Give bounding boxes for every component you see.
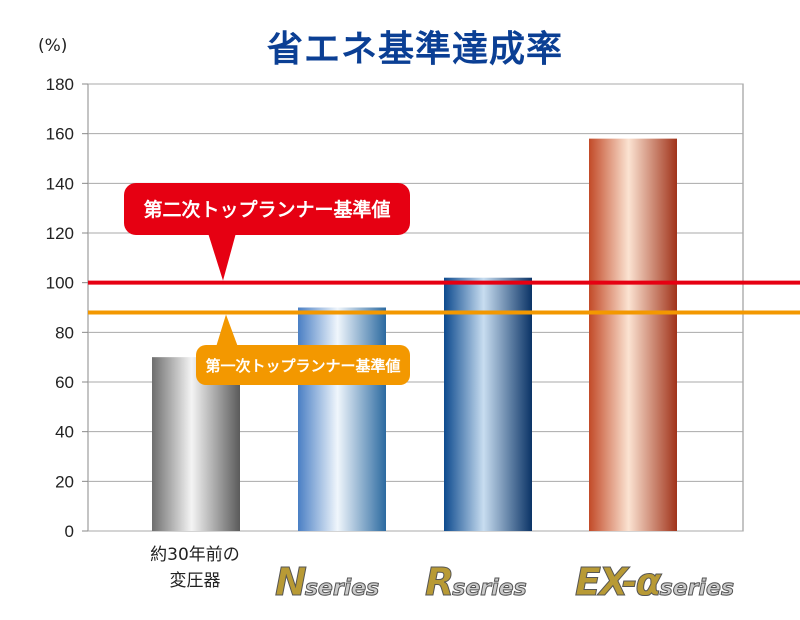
y-tick-label: 40: [55, 423, 74, 442]
callout-second-top-runner: 第二次トップランナー基準値: [124, 183, 410, 281]
bar-4: [589, 138, 677, 531]
bar-3: [444, 277, 532, 531]
series-suffix: series: [659, 576, 735, 602]
r-series-logo: R: [424, 560, 454, 605]
series-suffix: series: [304, 576, 380, 602]
category-label-line1: 約30年前の: [150, 545, 240, 565]
callout-label: 第二次トップランナー基準値: [143, 198, 390, 221]
n-series-logo: N: [275, 560, 308, 605]
bar-1: [152, 357, 240, 531]
series-suffix: series: [452, 576, 527, 602]
y-tick-label: 20: [55, 472, 74, 491]
y-tick-label: 60: [55, 373, 74, 392]
y-tick-label: 160: [46, 125, 74, 144]
ex-alpha-series-logo: EX-α: [575, 560, 663, 605]
category-label-line2: 変圧器: [169, 571, 221, 591]
callout-box: [196, 345, 410, 385]
y-tick-label: 180: [46, 75, 74, 94]
y-tick-label: 100: [46, 274, 74, 293]
y-tick-label: 120: [46, 224, 74, 243]
category-label-old-transformer: 約30年前の 変圧器: [130, 542, 260, 594]
callout-pointer: [208, 233, 236, 281]
y-tick-label: 0: [65, 522, 74, 541]
y-tick-label: 140: [46, 174, 74, 193]
y-axis-unit: (%): [38, 36, 68, 56]
category-label-r-series: Rseries: [424, 560, 527, 605]
bar-2: [298, 307, 386, 531]
callout-pointer: [216, 314, 238, 347]
y-tick-label: 80: [55, 323, 74, 342]
category-label-n-series: Nseries: [275, 560, 380, 605]
chart-title: 省エネ基準達成率: [266, 29, 563, 70]
category-label-ex-alpha-series: EX-αseries: [575, 560, 735, 605]
callout-label: 第一次トップランナー基準値: [205, 357, 400, 375]
callout-first-top-runner: 第一次トップランナー基準値: [196, 314, 410, 385]
callout-box: [124, 183, 410, 235]
